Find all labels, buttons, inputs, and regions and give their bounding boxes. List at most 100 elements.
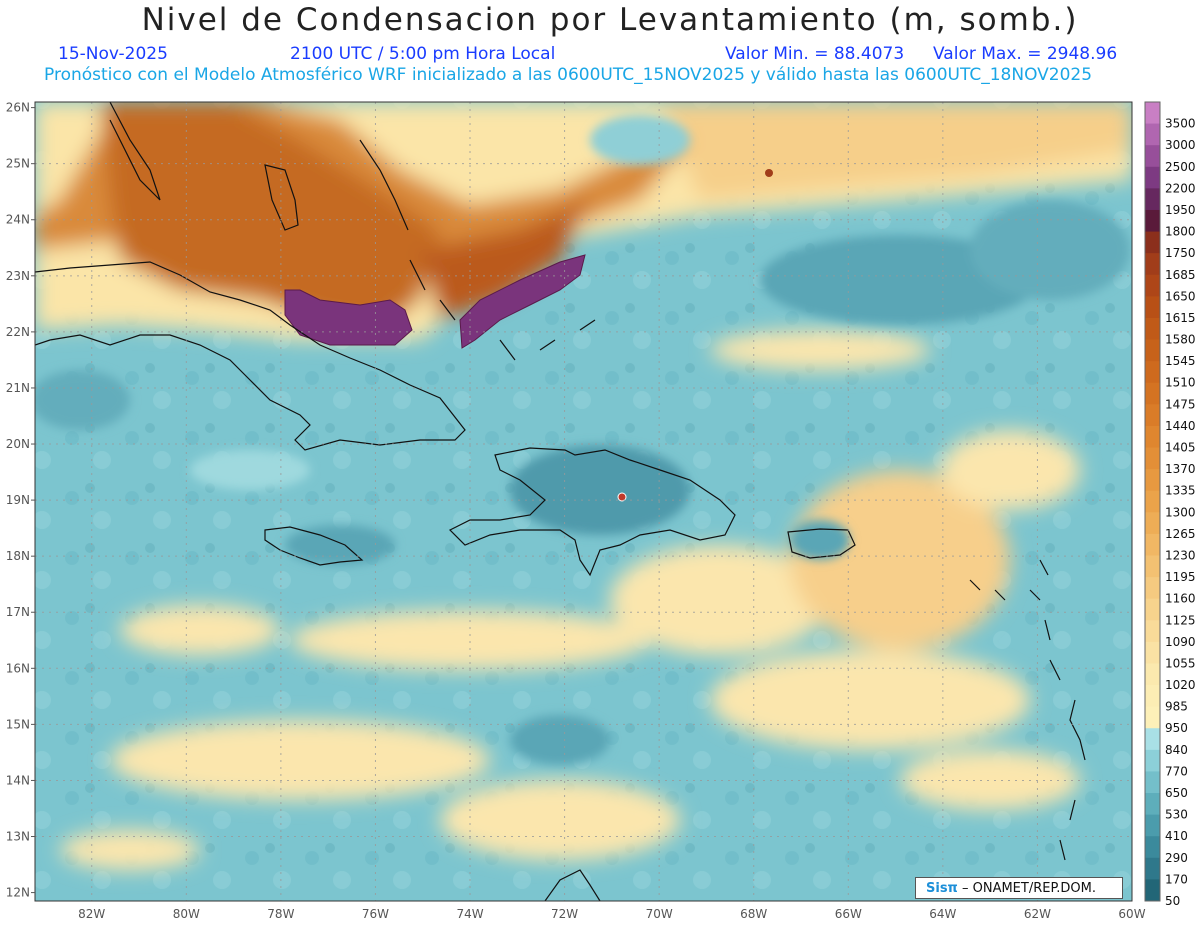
andros-coast — [264, 164, 299, 231]
colorbar-label: 1800 — [1165, 225, 1196, 239]
lat-label: 17N — [6, 605, 30, 619]
model-info-line: Pronóstico con el Modelo Atmosférico WRF… — [44, 65, 1093, 85]
lat-label: 22N — [6, 325, 30, 339]
colorbar-swatch — [1145, 253, 1160, 276]
jamaica-coast — [264, 526, 364, 566]
lcl-maximum-bahamas — [459, 254, 586, 349]
hispaniola-coast — [448, 447, 736, 577]
colorbar-label: 1510 — [1165, 376, 1196, 390]
lat-label: 25N — [6, 157, 30, 171]
latitude-labels: 26N 25N 24N 23N 22N 21N 20N 19N 18N 17N 16N 15N 14N 1… — [6, 101, 35, 900]
colorbar-label: 1580 — [1165, 333, 1196, 347]
map-title: Nivel de Condensacion por Levantamiento … — [141, 2, 1079, 38]
colorbar-label: 3500 — [1165, 117, 1196, 131]
colorbar-label: 1055 — [1165, 656, 1196, 670]
colorbar-label: 1265 — [1165, 527, 1196, 541]
colorbar-label: 1335 — [1165, 484, 1196, 498]
colorbar-swatch — [1145, 533, 1160, 556]
lcl-spot-hispaniola — [617, 492, 627, 502]
lat-label: 14N — [6, 773, 30, 787]
lon-label: 80W — [173, 907, 200, 921]
colorbar-label: 1750 — [1165, 246, 1196, 260]
longitude-labels: 82W 80W 78W 76W 74W 72W 70W 68W 66W 64W 62W 60W — [78, 907, 1146, 921]
colorbar-swatch — [1145, 404, 1160, 427]
lon-label: 72W — [551, 907, 578, 921]
lat-label: 15N — [6, 717, 30, 731]
puerto-rico-coast — [787, 528, 856, 559]
colorbar-swatch — [1145, 145, 1160, 168]
colorbar-swatch — [1145, 274, 1160, 297]
colorbar-label: 2500 — [1165, 160, 1196, 174]
colorbar-swatch — [1145, 296, 1160, 319]
colorbar-swatch — [1145, 577, 1160, 600]
colorbar-swatch — [1145, 836, 1160, 859]
forecast-time: 2100 UTC / 5:00 pm Hora Local — [290, 44, 556, 64]
colorbar-swatch — [1145, 641, 1160, 664]
lesser-antilles — [969, 559, 1086, 861]
lat-label: 18N — [6, 549, 30, 563]
colorbar-swatch — [1145, 598, 1160, 621]
colorbar: 3500 3000 2500 2200 1950 1800 1750 1685 1650 1615… — [1144, 101, 1196, 908]
colorbar-swatch — [1145, 663, 1160, 686]
lon-label: 78W — [267, 907, 294, 921]
colorbar-label: 650 — [1165, 786, 1188, 800]
colorbar-label: 1615 — [1165, 311, 1196, 325]
colorbar-label: 1020 — [1165, 678, 1196, 692]
forecast-date: 15-Nov-2025 — [58, 44, 168, 64]
max-value-label: Valor Max. = 2948.96 — [933, 44, 1118, 64]
lon-label: 76W — [362, 907, 389, 921]
colorbar-swatch — [1145, 879, 1160, 902]
colorbar-label: 950 — [1165, 721, 1188, 735]
colorbar-label: 170 — [1165, 872, 1188, 886]
lat-label: 21N — [6, 381, 30, 395]
colorbar-label: 1405 — [1165, 441, 1196, 455]
lat-label: 16N — [6, 661, 30, 675]
bahamas-chain — [359, 139, 596, 361]
lon-label: 60W — [1118, 907, 1145, 921]
lcl-maximum-cuba-north — [284, 289, 413, 346]
colorbar-swatch — [1145, 771, 1160, 794]
cuba-coast — [35, 261, 466, 451]
colorbar-swatch — [1145, 857, 1160, 880]
lon-label: 68W — [740, 907, 767, 921]
lat-label: 13N — [6, 830, 30, 844]
credit-box: Sisπ – ONAMET/REP.DOM. — [915, 877, 1123, 899]
colorbar-swatch — [1145, 685, 1160, 708]
south-america-coast — [544, 869, 601, 901]
colorbar-swatch — [1145, 469, 1160, 492]
lcl-spot — [765, 169, 773, 177]
colorbar-label: 840 — [1165, 743, 1188, 757]
coastlines — [35, 102, 1086, 901]
colorbar-swatch — [1145, 620, 1160, 643]
colorbar-label: 1950 — [1165, 203, 1196, 217]
colorbar-label: 50 — [1165, 894, 1180, 908]
colorbar-swatch — [1145, 490, 1160, 513]
colorbar-label: 1160 — [1165, 592, 1196, 606]
colorbar-label: 1440 — [1165, 419, 1196, 433]
colorbar-label: 1545 — [1165, 354, 1196, 368]
sispi-logo: Sisπ — [926, 881, 958, 896]
colorbar-swatch — [1145, 102, 1160, 125]
lon-label: 66W — [835, 907, 862, 921]
colorbar-label: 1090 — [1165, 635, 1196, 649]
colorbar-label: 1650 — [1165, 289, 1196, 303]
min-value-label: Valor Min. = 88.4073 — [725, 44, 905, 64]
low-lcl-regions — [35, 115, 1130, 765]
colorbar-swatch — [1145, 425, 1160, 449]
colorbar-swatch — [1145, 123, 1160, 146]
colorbar-label: 1125 — [1165, 613, 1196, 627]
colorbar-swatch — [1145, 209, 1160, 233]
lon-label: 62W — [1024, 907, 1051, 921]
colorbar-swatch — [1145, 447, 1160, 470]
lon-label: 64W — [929, 907, 956, 921]
lat-label: 20N — [6, 437, 30, 451]
colorbar-swatch — [1145, 317, 1160, 341]
colorbar-label: 1685 — [1165, 268, 1196, 282]
florida-coast — [109, 102, 161, 201]
colorbar-swatch — [1145, 814, 1160, 837]
credit-text: – ONAMET/REP.DOM. — [961, 881, 1097, 896]
colorbar-label: 530 — [1165, 808, 1188, 822]
lon-label: 70W — [646, 907, 673, 921]
colorbar-label: 290 — [1165, 851, 1188, 865]
